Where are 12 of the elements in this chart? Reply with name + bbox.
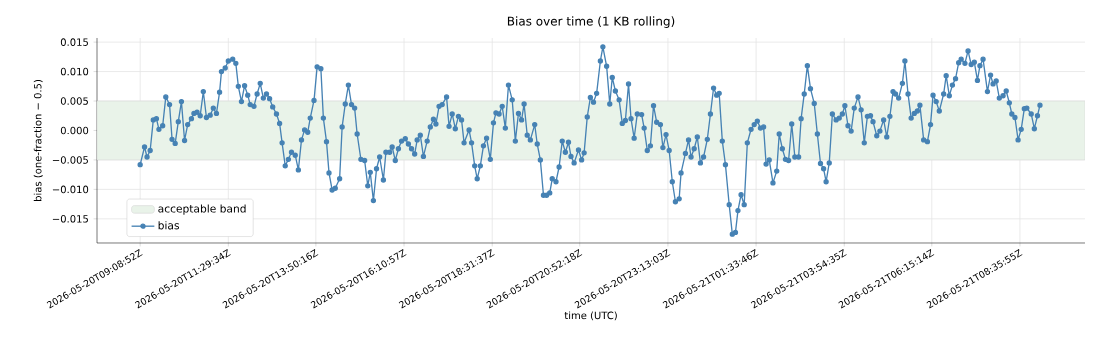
legend-label: bias bbox=[158, 221, 179, 230]
y-tick-label: 0.015 bbox=[60, 38, 88, 46]
y-tick-label: 0.000 bbox=[60, 126, 89, 135]
legend-label: acceptable band bbox=[158, 204, 246, 215]
x-axis-title: time (UTC) bbox=[564, 311, 617, 321]
y-axis-title: bias (one-fraction − 0.5) bbox=[33, 80, 43, 201]
chart-title: Bias over time (1 KB rolling) bbox=[507, 16, 675, 28]
y-tick-label: −0.010 bbox=[52, 185, 89, 194]
y-tick-label: 0.010 bbox=[60, 67, 89, 76]
y-tick-label: −0.015 bbox=[52, 215, 88, 223]
y-tick-label: −0.005 bbox=[52, 156, 88, 164]
y-tick-label: 0.005 bbox=[60, 97, 88, 105]
